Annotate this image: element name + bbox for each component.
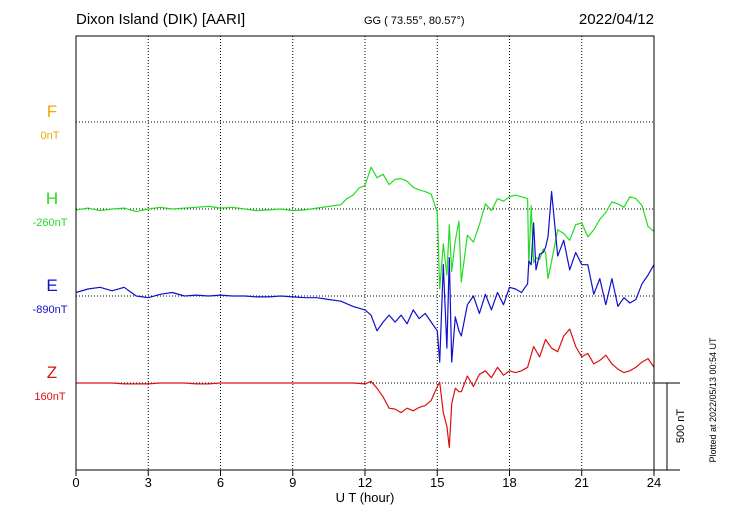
trace-Z xyxy=(76,328,655,448)
x-tick-label: 12 xyxy=(358,475,372,490)
plotted-timestamp: Plotted at 2022/05/13 00:54 UT xyxy=(708,337,718,463)
trace-H xyxy=(75,166,655,290)
trace-E xyxy=(75,191,655,363)
x-tick-label: 0 xyxy=(72,475,79,490)
series-name-Z: Z xyxy=(47,363,57,382)
series-labels: F 0nT H -260nT E -890nT Z 160nT xyxy=(33,102,68,403)
scale-bar: 500 nT xyxy=(654,382,687,471)
x-tick-label: 24 xyxy=(647,475,661,490)
x-tick-label: 15 xyxy=(430,475,444,490)
baseline-label-E: -890nT xyxy=(33,304,68,316)
grid-lines xyxy=(76,36,654,470)
scale-bar-label: 500 nT xyxy=(675,409,687,444)
baseline-label-H: -260nT xyxy=(33,217,68,229)
x-tick-label: 18 xyxy=(502,475,516,490)
x-tick-label: 21 xyxy=(575,475,589,490)
baseline-label-Z: 160nT xyxy=(34,391,65,403)
series-name-F: F xyxy=(47,102,57,121)
date-label: 2022/04/12 xyxy=(579,11,654,28)
series-name-H: H xyxy=(46,189,58,208)
data-traces xyxy=(75,166,655,448)
x-axis-title: U T (hour) xyxy=(336,490,395,505)
coordinates-label: GG ( 73.55°, 80.57°) xyxy=(364,15,465,27)
x-axis: 0 3 6 9 12 15 18 21 24 xyxy=(72,470,661,490)
station-title: Dixon Island (DIK) [AARI] xyxy=(76,11,245,28)
x-tick-label: 6 xyxy=(217,475,224,490)
x-tick-label: 3 xyxy=(145,475,152,490)
series-name-E: E xyxy=(46,276,57,295)
baseline-label-F: 0nT xyxy=(41,130,60,142)
x-tick-label: 9 xyxy=(289,475,296,490)
